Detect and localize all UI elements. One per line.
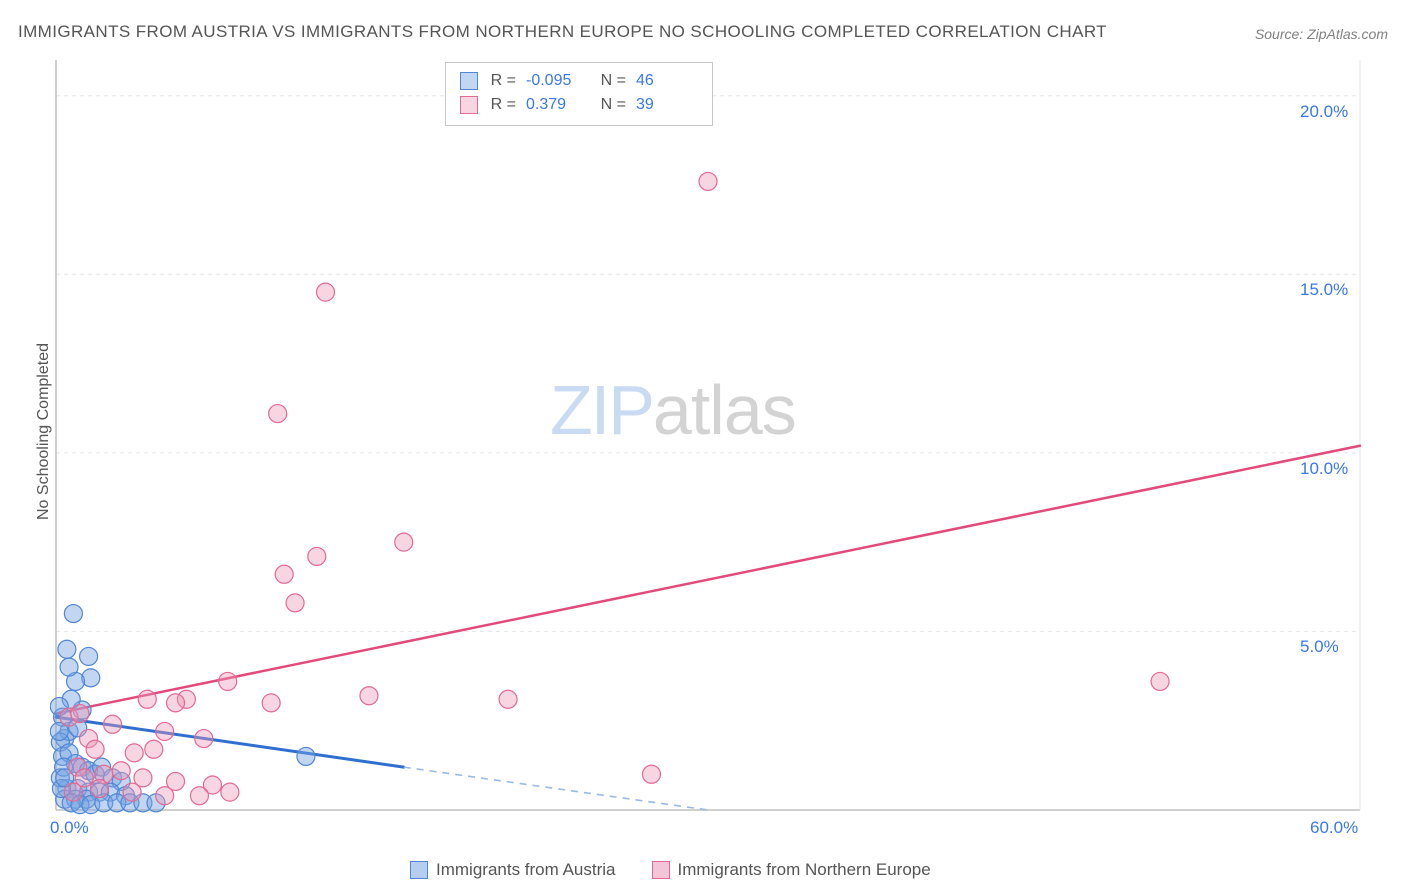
r-label: R = <box>488 93 516 117</box>
xtick-label: 0.0% <box>50 818 89 838</box>
legend-swatch-neurope <box>652 861 670 879</box>
legend-item-austria: Immigrants from Austria <box>410 860 616 880</box>
bottom-legend: Immigrants from Austria Immigrants from … <box>410 860 931 880</box>
n-value-neurope: 39 <box>636 93 698 117</box>
ytick-label: 10.0% <box>1300 459 1348 479</box>
ytick-label: 5.0% <box>1300 637 1339 657</box>
chart-container <box>50 60 1392 872</box>
swatch-neurope <box>460 96 478 114</box>
scatter-chart <box>50 60 1390 870</box>
legend-label-austria: Immigrants from Austria <box>436 860 616 880</box>
xtick-label: 60.0% <box>1310 818 1358 838</box>
r-label: R = <box>488 69 516 93</box>
n-value-austria: 46 <box>636 69 698 93</box>
r-value-austria: -0.095 <box>526 69 588 93</box>
legend-swatch-austria <box>410 861 428 879</box>
n-label: N = <box>598 93 626 117</box>
legend-label-neurope: Immigrants from Northern Europe <box>678 860 931 880</box>
n-label: N = <box>598 69 626 93</box>
source-label: Source: ZipAtlas.com <box>1255 26 1388 42</box>
legend-item-neurope: Immigrants from Northern Europe <box>652 860 931 880</box>
ytick-label: 20.0% <box>1300 102 1348 122</box>
chart-title: IMMIGRANTS FROM AUSTRIA VS IMMIGRANTS FR… <box>18 22 1107 42</box>
ytick-label: 15.0% <box>1300 280 1348 300</box>
stats-legend-box: R = -0.095 N = 46 R = 0.379 N = 39 <box>445 62 713 126</box>
stats-row-neurope: R = 0.379 N = 39 <box>460 93 698 117</box>
swatch-austria <box>460 72 478 90</box>
stats-row-austria: R = -0.095 N = 46 <box>460 69 698 93</box>
r-value-neurope: 0.379 <box>526 93 588 117</box>
